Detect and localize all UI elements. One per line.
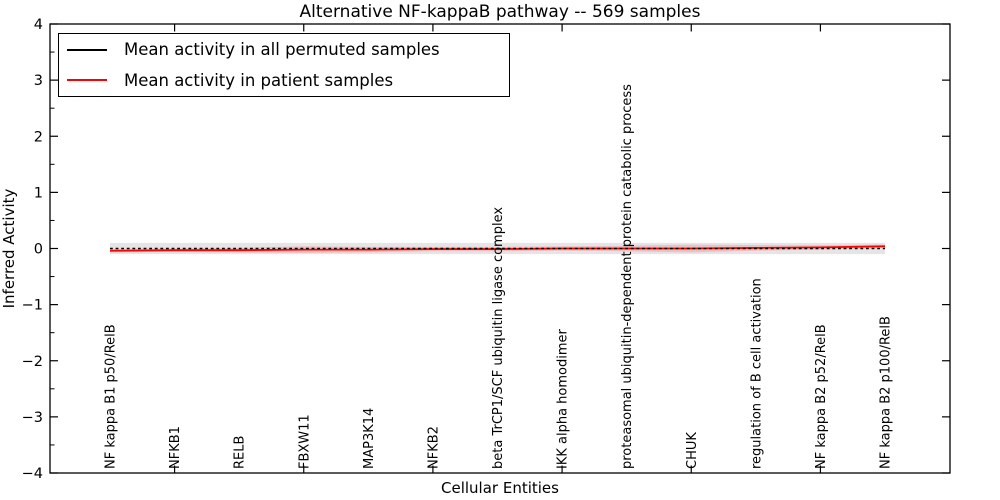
y-tick-label: 3: [34, 73, 43, 89]
x-tick-label: NF kappa B2 p100/RelB: [879, 316, 894, 469]
legend-entry-patient: Mean activity in patient samples: [59, 65, 509, 95]
x-tick-label: FBXW11: [297, 414, 312, 469]
x-tick-label: IKK alpha homodimer: [556, 328, 571, 469]
x-tick-label: NFKB2: [426, 426, 441, 469]
y-axis-label: Inferred Activity: [0, 188, 18, 308]
x-tick-label: proteasomal ubiquitin-dependent protein …: [620, 84, 635, 469]
legend-label-permuted: Mean activity in all permuted samples: [124, 40, 440, 60]
x-tick-label: NF kappa B1 p50/RelB: [104, 324, 119, 469]
x-tick-label: beta TrCP1/SCF ubiquitin ligase complex: [491, 207, 506, 469]
legend: Mean activity in all permuted samples Me…: [58, 33, 510, 97]
y-tick-label: −3: [22, 410, 43, 426]
y-tick-label: 2: [34, 129, 43, 145]
legend-entry-permuted: Mean activity in all permuted samples: [59, 35, 509, 65]
x-tick-label: CHUK: [685, 432, 700, 469]
y-tick-label: −1: [22, 298, 43, 314]
y-tick-label: −4: [22, 466, 43, 482]
x-tick-label: NFKB1: [168, 426, 183, 469]
y-tick-label: 4: [34, 17, 43, 33]
legend-line-patient-icon: [67, 79, 107, 82]
y-tick-label: 0: [34, 242, 43, 258]
x-axis-label: Cellular Entities: [441, 479, 559, 497]
x-tick-label: RELB: [233, 436, 248, 469]
legend-label-patient: Mean activity in patient samples: [124, 70, 394, 90]
x-tick-label: NF kappa B2 p52/RelB: [814, 324, 829, 469]
y-tick-label: 1: [34, 185, 43, 201]
legend-line-permuted-icon: [67, 48, 107, 51]
x-tick-label: regulation of B cell activation: [749, 278, 764, 469]
y-tick-label: −2: [22, 354, 43, 370]
x-tick-label: MAP3K14: [362, 408, 377, 469]
chart-title: Alternative NF-kappaB pathway -- 569 sam…: [299, 2, 701, 22]
